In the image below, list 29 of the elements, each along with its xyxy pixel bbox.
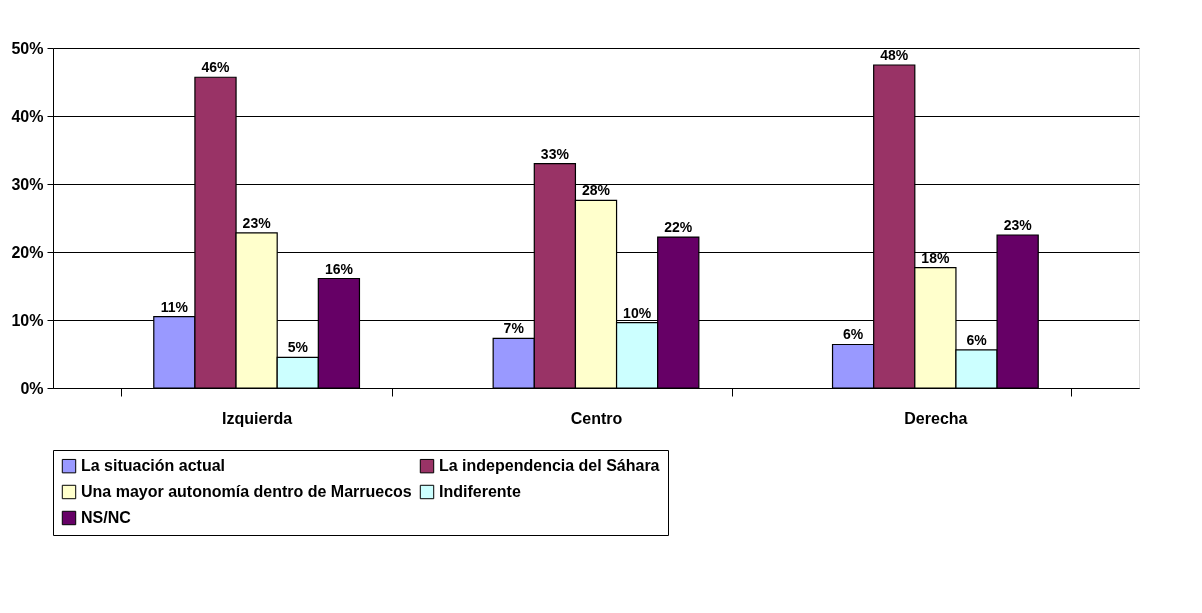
y-tick-label: 50% — [11, 39, 44, 57]
data-label: 33% — [540, 145, 570, 162]
y-tick-label: 20% — [11, 243, 44, 261]
data-label: 5% — [287, 339, 309, 356]
data-label: 23% — [1003, 217, 1033, 233]
data-label: 46% — [201, 59, 231, 76]
legend-label: La situación actual — [81, 457, 226, 475]
y-tick-label: 40% — [11, 107, 44, 125]
data-label: 22% — [664, 219, 693, 236]
x-tick-label: Derecha — [904, 409, 968, 427]
data-label: 18% — [921, 249, 950, 266]
data-label: 11% — [160, 298, 189, 315]
y-tick-label: 30% — [11, 175, 44, 193]
x-tick-label: Izquierda — [222, 409, 293, 427]
legend-label: Una mayor autonomía dentro de Marruecos — [81, 483, 412, 500]
x-tick-label: Centro — [570, 409, 623, 427]
y-tick-label: 0% — [20, 379, 44, 397]
y-tick-label: 10% — [11, 311, 44, 329]
legend-label: La independencia del Sáhara — [439, 457, 660, 475]
legend-label: NS/NC — [81, 509, 132, 526]
data-label: 28% — [581, 182, 611, 199]
data-label: 48% — [880, 47, 909, 63]
data-label: 6% — [966, 331, 988, 348]
data-label: 6% — [842, 326, 864, 343]
data-label: 16% — [324, 260, 354, 277]
data-label: 23% — [242, 214, 272, 231]
data-label: 10% — [623, 304, 652, 321]
legend-label: Indiferente — [439, 483, 521, 500]
data-label: 7% — [503, 320, 525, 337]
